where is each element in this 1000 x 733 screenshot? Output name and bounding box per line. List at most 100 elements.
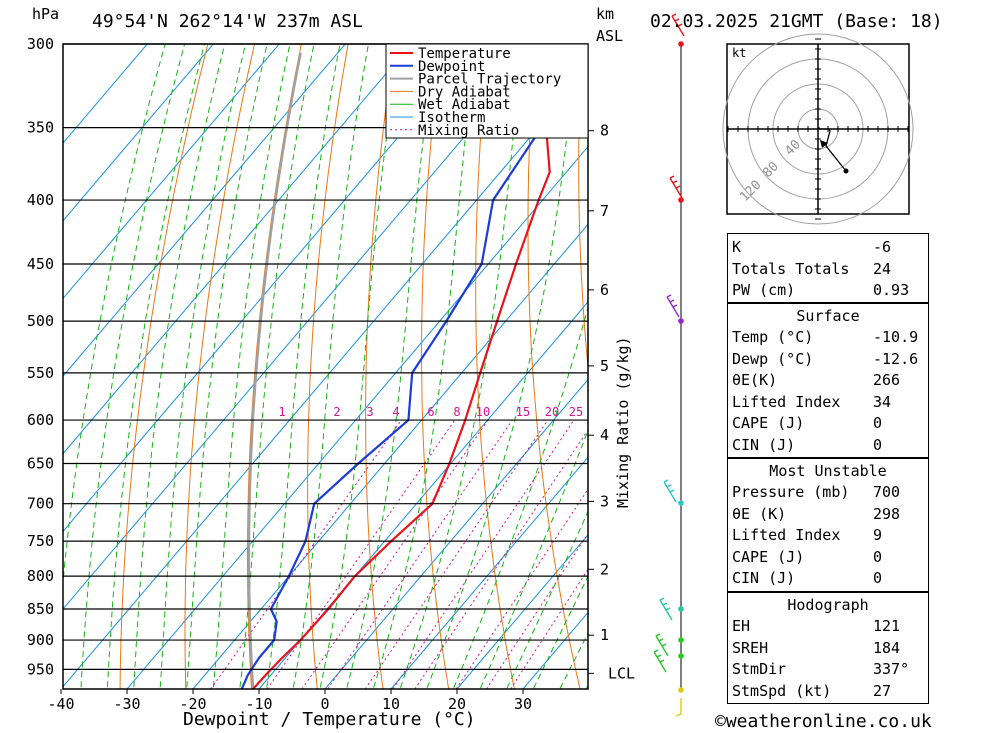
wet-adiabat-line: [106, 44, 205, 689]
wind-barb: [671, 13, 685, 37]
wet-adiabat-line: [212, 44, 291, 689]
index-key: CIN (J): [732, 569, 796, 587]
km-tick-label: 4: [600, 426, 609, 444]
mixing-ratio-line: [414, 429, 588, 689]
most-unstable-index-row: Pressure (mb) 700: [728, 481, 928, 502]
isotherm-line: [324, 378, 588, 689]
wind-level-dot: [678, 500, 684, 506]
mixing-ratio-label: 6: [427, 405, 434, 419]
isotherm-line: [456, 534, 588, 689]
hpa-unit-label: hPa: [32, 5, 60, 23]
isotherm-line: [126, 145, 588, 689]
pressure-tick-label: 550: [27, 364, 54, 382]
pressure-tick-label: 850: [27, 600, 54, 618]
wind-level-dot: [678, 41, 684, 47]
wet-adiabat-line: [479, 429, 588, 689]
asl-unit-label: ASL: [596, 27, 624, 45]
wind-barb: [663, 479, 677, 503]
pressure-tick-label: 700: [27, 495, 54, 513]
x-tick-label: 30: [514, 695, 532, 713]
pressure-tick-label: 600: [27, 411, 54, 429]
index-value: 0: [873, 414, 883, 432]
index-key: Totals Totals: [732, 259, 850, 278]
dry-adiabat-line: [527, 44, 581, 689]
wind-barb: [659, 597, 673, 621]
wind-level-dot: [678, 197, 684, 203]
x-tick-label: -40: [47, 695, 74, 713]
index-value: 0: [873, 547, 883, 566]
dry-adiabat-line: [365, 44, 396, 689]
surface-panel: Surface Temp (°C) -10.9 Dewp (°C) -12.6 θE(K)…: [727, 303, 929, 458]
hodograph-index-row: SREH 184: [728, 637, 928, 658]
km-tick-label: 5: [600, 357, 609, 375]
index-value: 337°: [873, 660, 910, 678]
isotherm-line: [390, 456, 588, 689]
most-unstable-header: Most Unstable: [728, 460, 928, 481]
isotherm-line: [192, 223, 588, 689]
temperature-profile-line: [252, 44, 578, 689]
basic-index-row: Totals Totals 24: [728, 258, 928, 279]
index-value: -12.6: [873, 349, 919, 368]
mixing-ratio-label: 3: [366, 405, 373, 419]
wind-barb: [666, 294, 680, 318]
legend-entry-label: Wet Adiabat: [418, 97, 511, 113]
wet-adiabat-line: [319, 44, 401, 689]
index-key: PW (cm): [732, 281, 796, 299]
wet-adiabat-line: [452, 305, 588, 689]
km-tick-label: 3: [600, 492, 609, 510]
index-value: 34: [873, 392, 892, 411]
km-tick-label: LCL: [608, 664, 635, 682]
pressure-tick-label: 750: [27, 532, 54, 550]
wind-barb: [669, 175, 683, 199]
index-key: StmDir: [732, 660, 787, 678]
isotherm-line: [63, 44, 412, 455]
index-key: Dewp (°C): [732, 349, 814, 368]
mixing-ratio-label: 1: [278, 405, 285, 419]
wet-adiabat-line: [426, 44, 578, 689]
wet-adiabat-line: [159, 44, 246, 689]
mixing-ratio-label: 4: [392, 405, 399, 419]
datetime-title: 02.03.2025 21GMT (Base: 18): [650, 11, 943, 32]
basic-index-row: K -6: [728, 236, 928, 257]
index-key: EH: [732, 617, 751, 635]
mixing-ratio-label: 10: [476, 405, 490, 419]
index-key: θE (K): [732, 504, 787, 523]
dry-adiabat-line: [421, 44, 450, 689]
index-key: CIN (J): [732, 435, 796, 454]
pressure-tick-label: 500: [27, 312, 54, 330]
isotherm-line: [63, 44, 346, 377]
index-value: 0: [873, 569, 883, 587]
mixing-ratio-line: [455, 488, 588, 689]
mixing-ratio-label: 15: [516, 405, 530, 419]
index-value: 9: [873, 526, 883, 544]
km-tick-label: 8: [600, 122, 609, 140]
most-unstable-panel: Most Unstable Pressure (mb) 700 θE (K) 298 Li…: [727, 458, 929, 592]
dewpoint-profile-line: [240, 44, 551, 689]
hodograph-trace: [817, 126, 847, 172]
surface-header: Surface: [728, 305, 928, 326]
legend-entry-label: Dewpoint: [418, 59, 485, 75]
most-unstable-index-row: Lifted Index 9: [728, 524, 928, 545]
most-unstable-index-row: CAPE (J) 0: [728, 546, 928, 567]
copyright[interactable]: ©weatheronline.co.uk: [715, 711, 932, 732]
pressure-tick-label: 350: [27, 119, 54, 137]
legend-entry-label: Isotherm: [418, 110, 485, 126]
hodograph-index-row: StmSpd (kt) 27: [728, 680, 928, 701]
index-value: 700: [873, 483, 901, 501]
mixing-ratio-label: 25: [569, 405, 583, 419]
isotherm-line: [63, 44, 280, 300]
most-unstable-index-row: CIN (J) 0: [728, 567, 928, 588]
dry-adiabat-line: [956, 44, 1000, 697]
hodograph-index-row: StmDir 337°: [728, 658, 928, 679]
isotherm-line: [63, 44, 214, 222]
wet-adiabat-line: [506, 510, 588, 689]
legend-entry-label: Parcel Trajectory: [418, 72, 561, 88]
most-unstable-index-row: θE (K) 298: [728, 503, 928, 524]
km-tick-label: 2: [600, 560, 609, 578]
section-title: Surface: [796, 307, 860, 325]
pressure-tick-label: 800: [27, 567, 54, 585]
pressure-tick-label: 650: [27, 454, 54, 472]
index-value: 0: [873, 435, 883, 454]
mixing-ratio-label: 20: [545, 405, 559, 419]
